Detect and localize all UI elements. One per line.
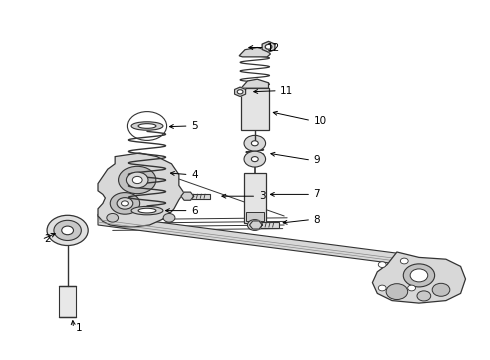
Bar — [246, 212, 264, 221]
Bar — [244, 173, 266, 223]
Circle shape — [119, 166, 156, 194]
Polygon shape — [235, 87, 245, 96]
Circle shape — [400, 258, 408, 264]
Polygon shape — [249, 221, 262, 229]
Circle shape — [244, 151, 266, 167]
Polygon shape — [241, 79, 269, 88]
Bar — [59, 286, 76, 317]
Circle shape — [110, 193, 140, 214]
Circle shape — [132, 176, 142, 184]
Ellipse shape — [131, 122, 163, 130]
Circle shape — [47, 215, 88, 246]
Ellipse shape — [138, 208, 156, 213]
Polygon shape — [98, 214, 402, 265]
Circle shape — [251, 157, 258, 162]
Text: 9: 9 — [314, 155, 320, 165]
Circle shape — [432, 283, 450, 296]
Text: 5: 5 — [191, 121, 198, 131]
Circle shape — [122, 201, 128, 206]
Circle shape — [126, 172, 148, 188]
Circle shape — [117, 198, 133, 209]
Circle shape — [163, 213, 175, 222]
Circle shape — [386, 284, 408, 300]
Text: 3: 3 — [259, 191, 266, 201]
Polygon shape — [239, 48, 270, 57]
Circle shape — [107, 213, 119, 222]
Circle shape — [247, 220, 262, 230]
Text: 4: 4 — [191, 170, 198, 180]
Polygon shape — [181, 192, 194, 200]
Polygon shape — [262, 41, 275, 52]
Text: 1: 1 — [76, 323, 83, 333]
Circle shape — [417, 291, 431, 301]
Bar — [187, 194, 210, 199]
Bar — [256, 222, 279, 228]
Circle shape — [403, 264, 435, 287]
Text: 10: 10 — [314, 116, 327, 126]
Circle shape — [62, 226, 74, 235]
Text: 11: 11 — [280, 86, 294, 96]
Circle shape — [265, 44, 272, 49]
Circle shape — [237, 90, 243, 94]
Circle shape — [410, 269, 428, 282]
Circle shape — [54, 220, 81, 240]
Polygon shape — [372, 252, 465, 303]
Ellipse shape — [131, 206, 163, 215]
Text: 7: 7 — [314, 189, 320, 199]
Ellipse shape — [138, 123, 156, 129]
Circle shape — [251, 141, 258, 146]
Polygon shape — [98, 153, 184, 227]
Bar — [241, 88, 269, 130]
Text: 8: 8 — [314, 215, 320, 225]
Circle shape — [408, 285, 416, 291]
Circle shape — [378, 262, 386, 267]
Text: 12: 12 — [267, 42, 280, 53]
Circle shape — [244, 135, 266, 151]
Circle shape — [378, 285, 386, 291]
Text: 6: 6 — [191, 206, 198, 216]
Text: 2: 2 — [44, 234, 51, 244]
